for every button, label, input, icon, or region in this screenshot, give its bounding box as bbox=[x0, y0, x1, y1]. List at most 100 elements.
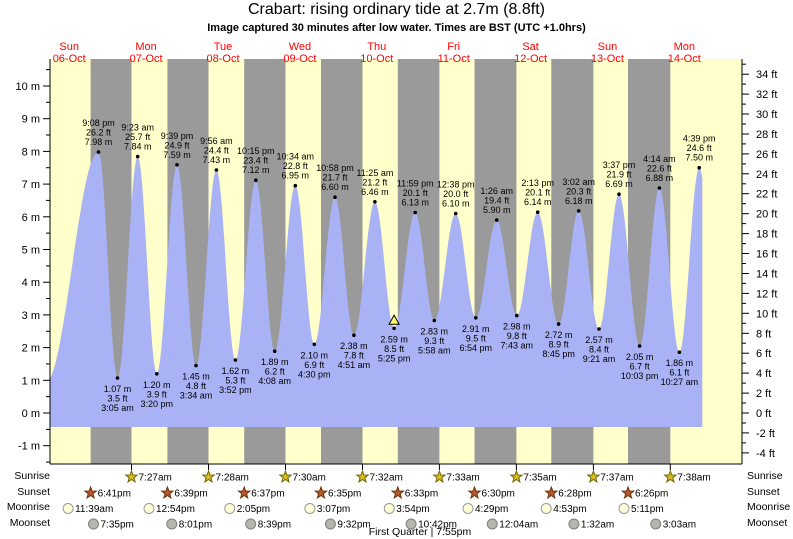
moonrise-row-label-left: Moonrise bbox=[6, 501, 50, 513]
tide-extreme-dot bbox=[474, 316, 478, 320]
moonset-icon bbox=[405, 518, 417, 530]
svg-text:-1 m: -1 m bbox=[18, 441, 40, 453]
day-date: 12-Oct bbox=[514, 53, 547, 65]
tide-extreme-dot bbox=[115, 376, 120, 380]
sunset-star-icon bbox=[620, 485, 636, 500]
svg-text:2.91 m: 2.91 m bbox=[462, 324, 490, 334]
current-time-marker bbox=[388, 314, 400, 325]
svg-text:1.86 m: 1.86 m bbox=[666, 358, 694, 368]
sunrise-time: 7:38am bbox=[677, 473, 710, 484]
svg-text:6.88 m: 6.88 m bbox=[646, 173, 674, 183]
moonset-icon bbox=[568, 518, 580, 530]
svg-text:1.45 m: 1.45 m bbox=[182, 372, 210, 382]
svg-text:9:39 pm: 9:39 pm bbox=[161, 131, 194, 141]
tide-extreme-dot bbox=[254, 178, 258, 182]
moonrise-icon bbox=[383, 503, 395, 514]
sunset-time: 6:33pm bbox=[405, 489, 438, 500]
day-name: Mon bbox=[674, 41, 695, 53]
sunrise-star-icon bbox=[509, 469, 524, 484]
svg-text:21.2 ft: 21.2 ft bbox=[362, 177, 388, 187]
day-name: Mon bbox=[135, 41, 156, 53]
sunrise-star-icon bbox=[201, 469, 216, 484]
chart-subtitle: Image captured 30 minutes after low wate… bbox=[207, 22, 586, 34]
sunset-star-icon bbox=[83, 485, 98, 500]
tide-extreme-dot bbox=[677, 350, 682, 355]
day-name: Sat bbox=[522, 41, 539, 53]
svg-text:2.57 m: 2.57 m bbox=[585, 335, 613, 345]
svg-text:22.8 ft: 22.8 ft bbox=[283, 161, 309, 171]
svg-text:3:52 pm: 3:52 pm bbox=[219, 385, 252, 395]
moonset-icon bbox=[245, 518, 257, 530]
moonrise-icon bbox=[143, 503, 155, 514]
day-date: 14-Oct bbox=[668, 53, 701, 65]
sunset-time: 6:26pm bbox=[635, 489, 668, 500]
svg-text:2:13 pm: 2:13 pm bbox=[521, 178, 554, 188]
day-date: 08-Oct bbox=[206, 53, 239, 65]
svg-text:7 m: 7 m bbox=[22, 179, 40, 191]
day-date: 06-Oct bbox=[53, 53, 86, 65]
svg-text:7:43 am: 7:43 am bbox=[501, 341, 534, 351]
svg-text:22.6 ft: 22.6 ft bbox=[647, 164, 673, 174]
svg-text:3:37 pm: 3:37 pm bbox=[603, 160, 636, 170]
sunrise-time: 7:32am bbox=[370, 473, 403, 484]
svg-text:21.9 ft: 21.9 ft bbox=[606, 170, 632, 180]
tide-extreme-dot bbox=[556, 322, 561, 326]
day-date: 13-Oct bbox=[591, 53, 624, 65]
svg-text:11:59 pm: 11:59 pm bbox=[397, 179, 434, 189]
svg-text:9:08 pm: 9:08 pm bbox=[82, 118, 115, 128]
tide-extreme-dot bbox=[535, 210, 540, 214]
moonset-time: 12:04am bbox=[499, 520, 538, 531]
svg-text:7.84 m: 7.84 m bbox=[124, 142, 152, 152]
sunset-time: 6:35pm bbox=[328, 489, 361, 500]
day-name: Sun bbox=[598, 41, 618, 53]
tide-extreme-dot bbox=[576, 209, 581, 213]
tide-extreme-dot bbox=[312, 342, 317, 347]
sunrise-star-icon bbox=[278, 469, 293, 484]
moonset-time: 1:32am bbox=[581, 520, 614, 531]
day-date: 11-Oct bbox=[438, 53, 470, 65]
day-name: Wed bbox=[289, 41, 311, 53]
sunset-time: 6:39pm bbox=[174, 489, 207, 500]
sunrise-time: 7:37am bbox=[600, 473, 633, 484]
svg-text:2 m: 2 m bbox=[22, 343, 40, 355]
svg-text:8:45 pm: 8:45 pm bbox=[542, 349, 575, 359]
svg-text:3.5 ft: 3.5 ft bbox=[107, 394, 128, 404]
svg-text:7.59 m: 7.59 m bbox=[163, 150, 191, 160]
day-labels: Sun06-OctMon07-OctTue08-OctWed09-OctThu1… bbox=[53, 41, 701, 65]
moonrise-time: 3:54pm bbox=[396, 504, 429, 515]
svg-text:9.3 ft: 9.3 ft bbox=[424, 336, 445, 346]
svg-text:4:30 pm: 4:30 pm bbox=[298, 369, 331, 379]
tide-extreme-dot bbox=[214, 168, 219, 172]
moonset-time: 3:03am bbox=[663, 520, 696, 531]
svg-text:6 m: 6 m bbox=[22, 212, 40, 224]
svg-text:4:14 am: 4:14 am bbox=[643, 154, 676, 164]
svg-text:5.90 m: 5.90 m bbox=[483, 205, 511, 215]
sunset-row-label-left: Sunset bbox=[17, 486, 50, 498]
svg-text:10:15 pm: 10:15 pm bbox=[237, 146, 275, 156]
svg-text:12:38 pm: 12:38 pm bbox=[437, 180, 475, 190]
sunset-star-icon bbox=[313, 485, 329, 500]
moonset-icon bbox=[324, 518, 336, 530]
svg-text:24.4 ft: 24.4 ft bbox=[204, 146, 230, 156]
moonset-icon bbox=[88, 518, 99, 530]
tide-extreme-dot bbox=[135, 154, 140, 159]
svg-text:9:56 am: 9:56 am bbox=[200, 136, 233, 146]
svg-text:8.5 ft: 8.5 ft bbox=[384, 344, 405, 354]
moonrise-time: 2:05pm bbox=[237, 504, 270, 515]
moonrise-icon bbox=[62, 503, 74, 514]
sunset-star-icon bbox=[237, 485, 252, 500]
svg-text:4:39 pm: 4:39 pm bbox=[683, 134, 716, 144]
tide-extreme-dot bbox=[233, 358, 238, 362]
astro-rows: 7:27am 7:28am 7:30am 7:32am 7:33am 7:35am 7:37… bbox=[62, 469, 711, 531]
svg-text:2.38 m: 2.38 m bbox=[340, 341, 368, 351]
sunset-row-label-right: Sunset bbox=[747, 486, 780, 498]
svg-text:26 ft: 26 ft bbox=[756, 149, 777, 161]
tide-extreme-dot bbox=[175, 163, 179, 167]
moonset-row-label-right: Moonset bbox=[747, 517, 788, 529]
svg-text:2.72 m: 2.72 m bbox=[545, 330, 573, 340]
tide-extreme-dot bbox=[657, 186, 662, 190]
tide-extreme-dot bbox=[155, 372, 159, 376]
sunrise-star-icon bbox=[124, 469, 139, 484]
svg-text:28 ft: 28 ft bbox=[756, 129, 777, 141]
svg-text:34 ft: 34 ft bbox=[756, 69, 777, 81]
